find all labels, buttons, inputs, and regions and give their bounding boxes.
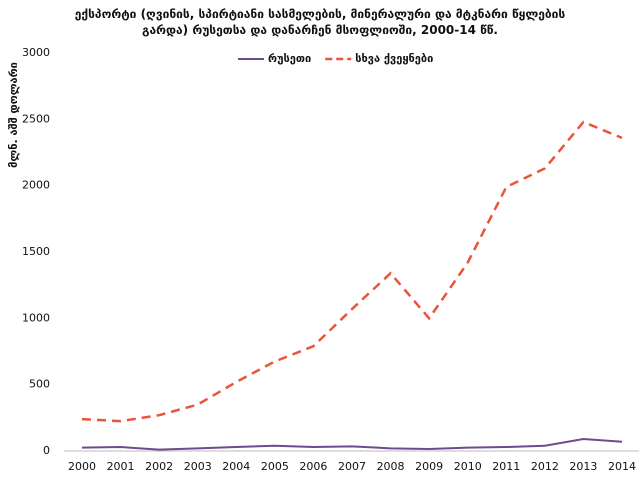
series-line xyxy=(81,438,623,451)
x-tick-label: 2005 xyxy=(261,460,289,473)
y-tick-label: 2000 xyxy=(22,179,50,192)
legend-label: რუსეთი xyxy=(268,52,311,65)
y-axis-label: მლნ. აშშ დოლარი xyxy=(7,62,20,168)
x-tick-label: 2011 xyxy=(492,460,520,473)
chart-title: ექსპორტი (ღვინის, სპირტიანი სასმელების, … xyxy=(74,7,566,37)
x-tick-label: 2013 xyxy=(569,460,597,473)
x-tick-label: 2001 xyxy=(107,460,135,473)
y-tick-label: 2500 xyxy=(22,112,50,125)
y-tick-label: 0 xyxy=(43,444,50,457)
y-tick-label: 1000 xyxy=(22,311,50,324)
x-tick-label: 2002 xyxy=(145,460,173,473)
x-tick-label: 2010 xyxy=(454,460,482,473)
y-tick-label: 500 xyxy=(29,378,50,391)
x-tick-label: 2000 xyxy=(68,460,96,473)
y-tick-label: 1500 xyxy=(22,245,50,258)
series-line xyxy=(81,120,623,423)
x-tick-label: 2012 xyxy=(531,460,559,473)
x-tick-label: 2003 xyxy=(184,460,212,473)
x-tick-label: 2007 xyxy=(338,460,366,473)
x-tick-label: 2006 xyxy=(299,460,327,473)
x-tick-label: 2009 xyxy=(415,460,443,473)
x-tick-label: 2014 xyxy=(608,460,636,473)
y-tick-label: 3000 xyxy=(22,46,50,59)
x-tick-label: 2008 xyxy=(377,460,405,473)
x-tick-label: 2004 xyxy=(222,460,250,473)
legend-label: სხვა ქვეყნები xyxy=(355,52,433,65)
